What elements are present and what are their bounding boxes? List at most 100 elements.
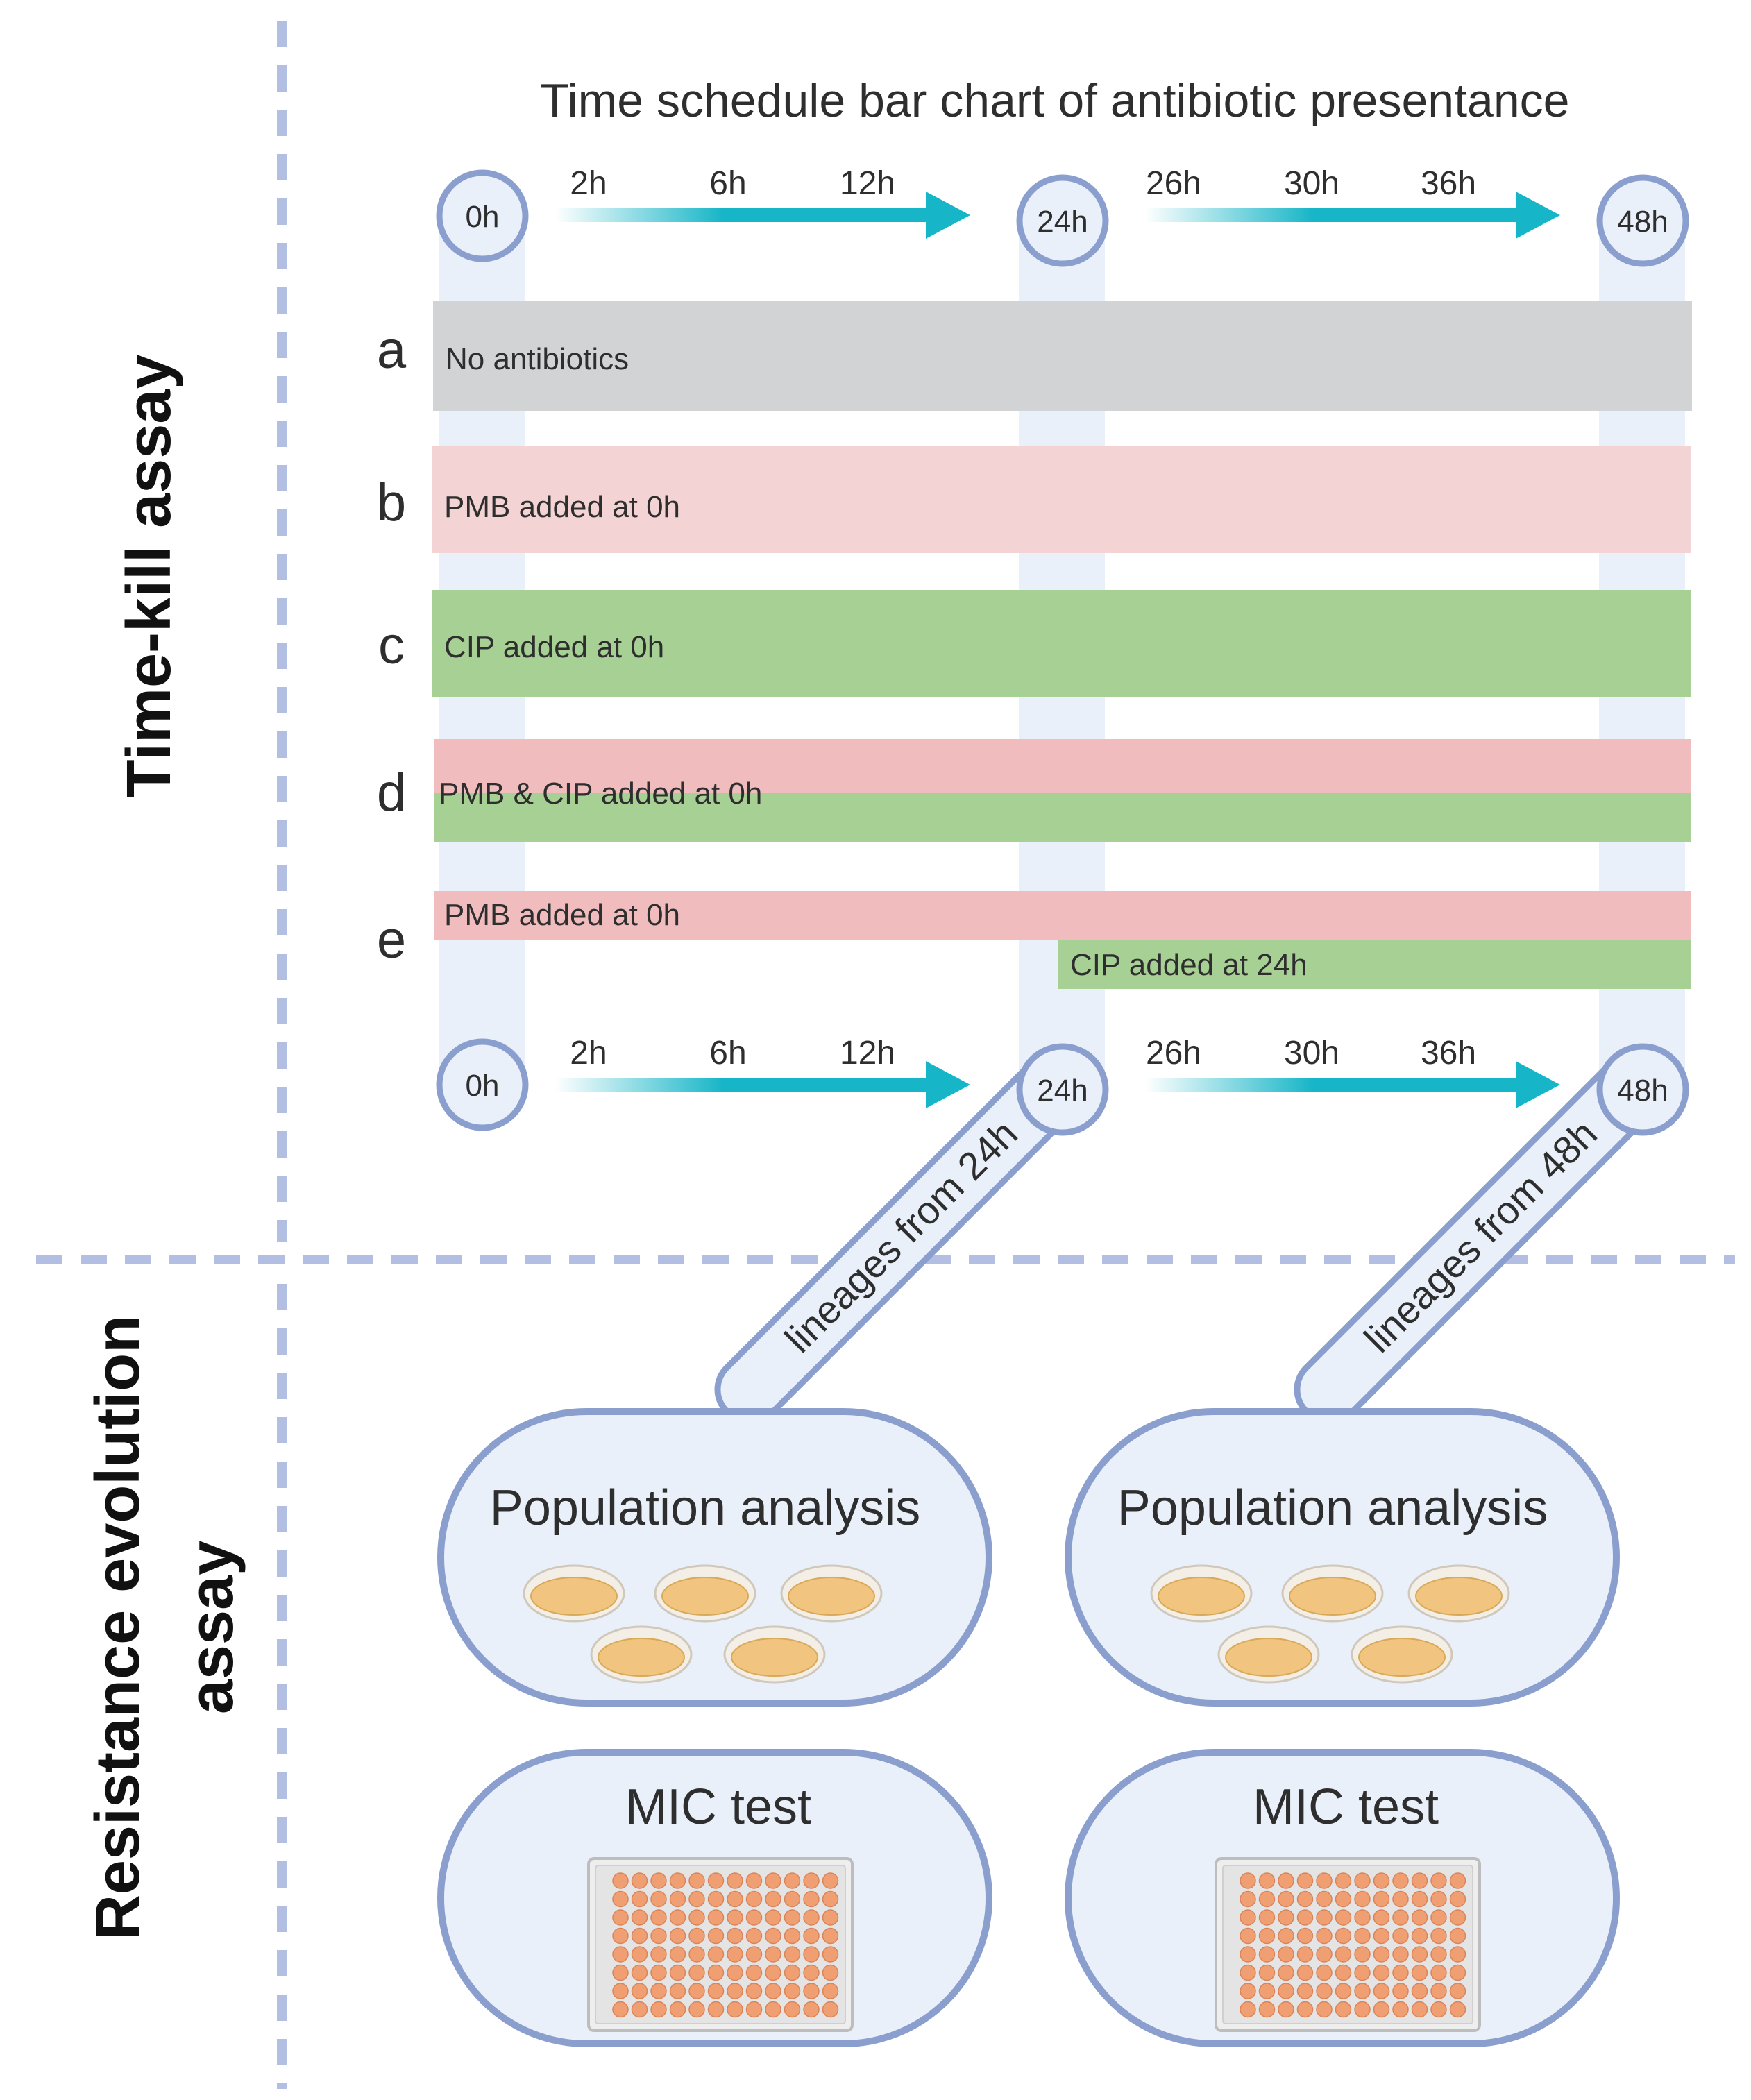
well xyxy=(612,1946,629,1963)
arrowhead-0-24-bottom xyxy=(926,1061,970,1108)
tick-label-36h-bottom: 36h xyxy=(1421,1035,1476,1072)
well xyxy=(803,2001,820,2018)
well xyxy=(1240,1983,1256,1999)
well xyxy=(612,1909,629,1926)
well xyxy=(1430,2001,1447,2018)
well xyxy=(650,2001,667,2018)
well xyxy=(631,1927,648,1945)
well xyxy=(1449,1909,1466,1926)
well xyxy=(745,1909,763,1926)
well xyxy=(1449,1927,1466,1945)
milestone-circle-48h xyxy=(1596,174,1689,267)
well xyxy=(1354,2001,1371,2018)
well xyxy=(1335,1909,1352,1926)
well xyxy=(1373,1890,1390,1908)
well xyxy=(650,1946,667,1963)
section-label-time-kill: Time-kill assay xyxy=(115,355,184,798)
well xyxy=(1430,1946,1447,1963)
well xyxy=(1258,1983,1276,1999)
well xyxy=(784,2001,801,2018)
bar-row-c xyxy=(432,590,1691,697)
well xyxy=(803,1890,820,1908)
tick-label-12h-bottom: 12h xyxy=(840,1035,895,1072)
bar-row-b xyxy=(432,446,1691,553)
well xyxy=(1316,1909,1333,1926)
tick-label-30h: 30h xyxy=(1284,165,1339,202)
well xyxy=(822,1927,839,1945)
well xyxy=(688,2001,705,2018)
well xyxy=(707,1927,725,1945)
well xyxy=(1335,1890,1352,1908)
well xyxy=(707,2001,725,2018)
well xyxy=(1411,1890,1428,1908)
well xyxy=(765,1872,781,1889)
row-letter-d: d xyxy=(377,763,406,822)
well xyxy=(1392,1909,1409,1926)
well xyxy=(1430,1872,1447,1889)
well xyxy=(1373,1909,1390,1926)
well xyxy=(822,1983,839,1999)
well xyxy=(1373,1872,1390,1889)
mic-test-left: MIC test xyxy=(437,1749,992,2047)
population-label-left: Population analysis xyxy=(490,1480,920,1536)
well xyxy=(1316,1983,1333,1999)
well xyxy=(1430,1964,1447,1981)
time-arrow-24-48-bottom xyxy=(1145,1078,1520,1092)
well xyxy=(707,1872,725,1889)
well xyxy=(822,2001,839,2018)
well xyxy=(1430,1983,1447,1999)
milestone-label-24h-bottom: 24h xyxy=(1037,1074,1088,1108)
well xyxy=(1392,1983,1409,1999)
time-arrow-0-24 xyxy=(555,208,930,222)
well xyxy=(1430,1909,1447,1926)
well xyxy=(1240,2001,1256,2018)
well xyxy=(1373,1983,1390,1999)
well xyxy=(765,2001,781,2018)
row-label-e-cip: CIP added at 24h xyxy=(1070,948,1308,982)
well xyxy=(1392,1872,1409,1889)
well xyxy=(784,1983,801,1999)
well xyxy=(669,1927,686,1945)
milestone-circle-0h xyxy=(436,169,529,262)
well xyxy=(727,1872,743,1889)
well xyxy=(1392,1927,1409,1945)
well xyxy=(669,1983,686,1999)
bar-row-e-cip xyxy=(1058,940,1691,989)
petri-dish-icon xyxy=(1217,1625,1320,1684)
petri-dish-icon xyxy=(654,1564,756,1623)
well xyxy=(784,1927,801,1945)
well xyxy=(1316,1964,1333,1981)
well xyxy=(1316,1890,1333,1908)
well xyxy=(1335,1983,1352,1999)
row-label-d: PMB & CIP added at 0h xyxy=(439,777,762,811)
well xyxy=(765,1983,781,1999)
tick-label-6h-bottom: 6h xyxy=(709,1035,746,1072)
well xyxy=(1354,1946,1371,1963)
petri-dish-icon xyxy=(590,1625,693,1684)
well xyxy=(1449,1983,1466,1999)
well xyxy=(612,2001,629,2018)
well xyxy=(1278,1927,1294,1945)
well xyxy=(669,1909,686,1926)
well xyxy=(650,1909,667,1926)
well xyxy=(1354,1964,1371,1981)
tick-label-26h-bottom: 26h xyxy=(1146,1035,1201,1072)
petri-dish-icon xyxy=(780,1564,883,1623)
well xyxy=(803,1927,820,1945)
well xyxy=(650,1964,667,1981)
lineage-label-24h: lineages from 24h xyxy=(777,1112,1026,1361)
well xyxy=(688,1983,705,1999)
well xyxy=(745,1983,763,1999)
well xyxy=(803,1983,820,1999)
well xyxy=(650,1927,667,1945)
section-label-resistance-line2: assay xyxy=(177,1541,246,1714)
well xyxy=(822,1890,839,1908)
well xyxy=(745,2001,763,2018)
well xyxy=(822,1909,839,1926)
well xyxy=(1411,1909,1428,1926)
well xyxy=(727,1927,743,1945)
well xyxy=(1449,1964,1466,1981)
chart-title: Time schedule bar chart of antibiotic pr… xyxy=(541,74,1570,127)
well xyxy=(1278,1872,1294,1889)
well xyxy=(1296,1964,1314,1981)
